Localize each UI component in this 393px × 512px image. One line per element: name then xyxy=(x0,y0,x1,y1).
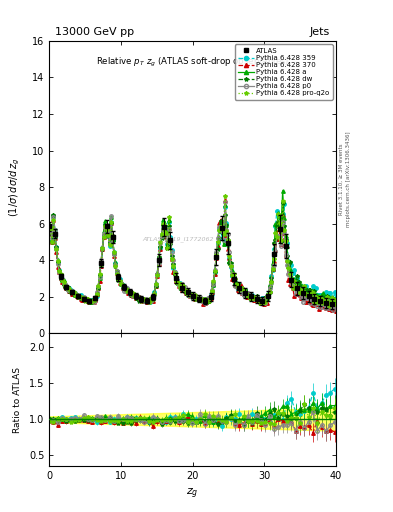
Y-axis label: Ratio to ATLAS: Ratio to ATLAS xyxy=(13,367,22,433)
X-axis label: $z_g$: $z_g$ xyxy=(186,486,199,501)
Text: mcplots.cern.ch [arXiv:1306.3436]: mcplots.cern.ch [arXiv:1306.3436] xyxy=(346,132,351,227)
Y-axis label: $(1/\sigma)\,d\sigma/d\,z_g$: $(1/\sigma)\,d\sigma/d\,z_g$ xyxy=(7,157,22,217)
Text: Rivet 3.1.10, ≥ 3M events: Rivet 3.1.10, ≥ 3M events xyxy=(339,143,344,215)
Text: 13000 GeV pp: 13000 GeV pp xyxy=(55,27,134,36)
Text: Relative $p_T$ $z_g$ (ATLAS soft-drop observables): Relative $p_T$ $z_g$ (ATLAS soft-drop ob… xyxy=(96,56,289,69)
Legend: ATLAS, Pythia 6.428 359, Pythia 6.428 370, Pythia 6.428 a, Pythia 6.428 dw, Pyth: ATLAS, Pythia 6.428 359, Pythia 6.428 37… xyxy=(235,45,332,100)
Text: ATLAS_2019_I1772062: ATLAS_2019_I1772062 xyxy=(143,237,214,243)
Text: Jets: Jets xyxy=(310,27,330,36)
